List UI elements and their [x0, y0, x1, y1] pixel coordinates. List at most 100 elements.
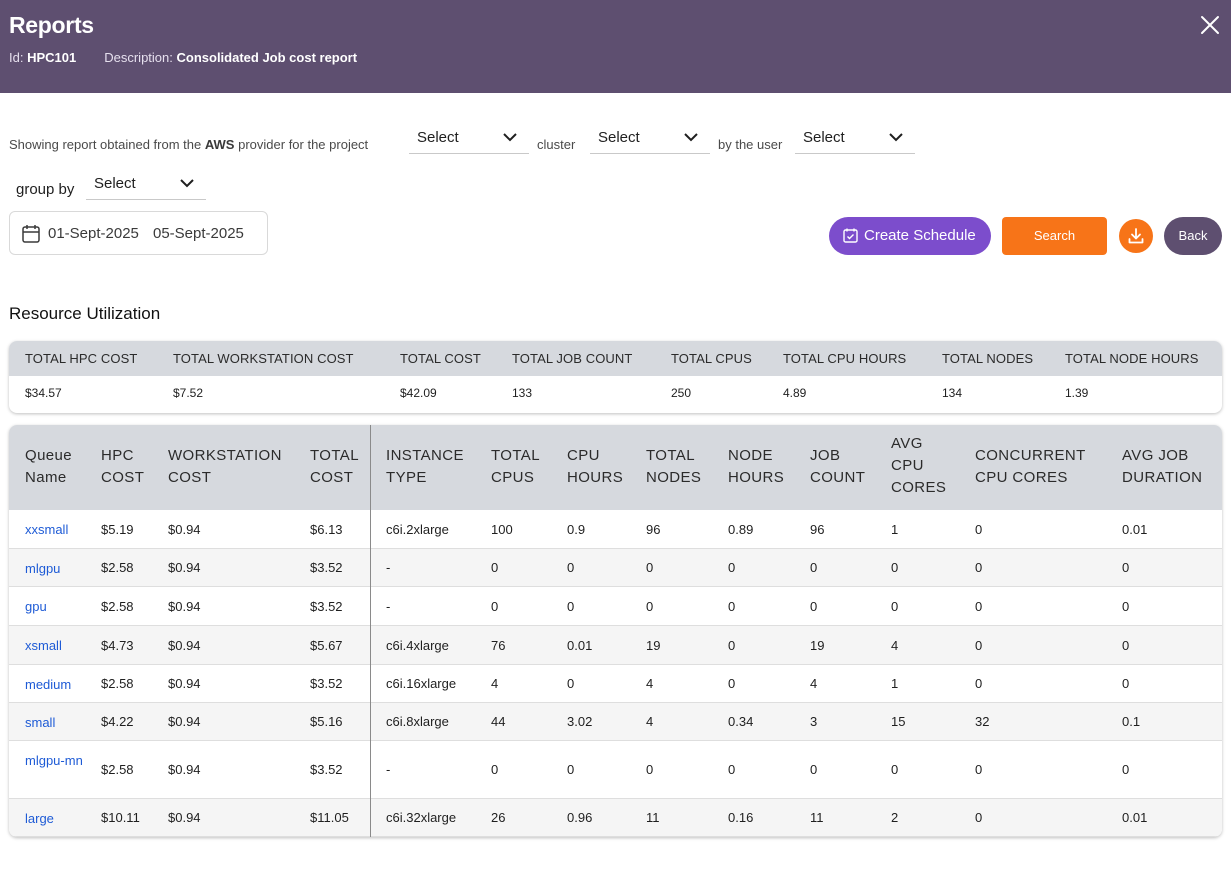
queue-name-link[interactable]: mlgpu-mn — [25, 753, 83, 768]
table-cell: $4.73 — [101, 638, 134, 653]
table-cell: 15 — [891, 714, 906, 729]
filter-sentence: Showing report obtained from the AWS pro… — [9, 124, 1224, 154]
table-cell: 0.01 — [1122, 810, 1148, 825]
provider-name: AWS — [204, 137, 235, 152]
table-cell: $5.19 — [101, 522, 134, 537]
search-button[interactable]: Search — [1002, 217, 1107, 255]
download-button[interactable] — [1119, 219, 1153, 253]
table-cell: - — [386, 762, 391, 777]
table-cell: 0 — [1122, 560, 1130, 575]
queue-name-link[interactable]: xxsmall — [25, 522, 69, 537]
summary-value: 134 — [942, 386, 963, 400]
table-cell: c6i.4xlarge — [386, 638, 449, 653]
queue-name-link[interactable]: xsmall — [25, 638, 62, 653]
cluster-label: cluster — [537, 137, 576, 152]
table-cell: $0.94 — [168, 638, 201, 653]
back-button[interactable]: Back — [1164, 217, 1222, 255]
table-cell: 19 — [646, 638, 661, 653]
table-cell: $0.94 — [168, 676, 201, 691]
calendar-check-icon — [843, 228, 858, 243]
table-cell: 3 — [810, 714, 818, 729]
queue-name-link[interactable]: mlgpu — [25, 561, 61, 576]
column-header: HPC COST — [101, 447, 145, 486]
table-cell: 0 — [491, 762, 499, 777]
description-label: Description: — [104, 50, 173, 65]
summary-card: TOTAL HPC COST TOTAL WORKSTATION COST TO… — [9, 341, 1222, 413]
column-divider — [370, 425, 371, 837]
group-by-select[interactable]: Select — [86, 170, 206, 200]
cluster-select[interactable]: Select — [590, 124, 710, 154]
column-header: CONCURRENT CPU CORES — [975, 447, 1086, 486]
summary-header-cell: TOTAL CPUS — [671, 351, 752, 366]
table-cell: 0 — [646, 599, 654, 614]
chevron-down-icon — [889, 133, 903, 142]
group-by-row: group by Select — [9, 170, 309, 200]
table-cell: $2.58 — [101, 762, 134, 777]
table-cell: 0.01 — [567, 638, 593, 653]
table-cell: c6i.2xlarge — [386, 522, 449, 537]
table-cell: $2.58 — [101, 560, 134, 575]
table-cell: $2.58 — [101, 599, 134, 614]
table-cell: $3.52 — [310, 560, 343, 575]
close-icon[interactable] — [1199, 14, 1221, 36]
column-header: CPU HOURS — [567, 447, 624, 486]
table-cell: 0 — [1122, 638, 1130, 653]
table-cell: 0 — [975, 762, 983, 777]
queue-name-link[interactable]: small — [25, 715, 56, 730]
table-cell: 0 — [975, 810, 983, 825]
table-cell: 0 — [810, 560, 818, 575]
date-range-picker[interactable]: 01-Sept-2025 05-Sept-2025 — [9, 211, 268, 255]
queue-table: Queue Name HPC COST WORKSTATION COST TOTAL COST… — [9, 425, 1222, 837]
table-cell: 0 — [567, 560, 575, 575]
table-cell: 4 — [646, 714, 654, 729]
summary-value: $34.57 — [25, 386, 62, 400]
summary-header-cell: TOTAL COST — [400, 351, 481, 366]
table-cell: $0.94 — [168, 560, 201, 575]
table-cell: $10.11 — [101, 810, 140, 825]
summary-header-cell: TOTAL WORKSTATION COST — [173, 351, 354, 366]
table-cell: 0 — [1122, 676, 1130, 691]
chevron-down-icon — [503, 133, 517, 142]
user-select[interactable]: Select — [795, 124, 915, 154]
table-cell: $0.94 — [168, 522, 201, 537]
table-cell: 0 — [646, 762, 654, 777]
queue-name-link[interactable]: gpu — [25, 599, 47, 614]
table-cell: 96 — [646, 522, 661, 537]
report-meta: Id: HPC101 Description: Consolidated Job … — [9, 50, 357, 65]
table-cell: 0 — [975, 676, 983, 691]
table-cell: 0 — [728, 762, 736, 777]
table-cell: 0 — [810, 599, 818, 614]
table-cell: 0 — [728, 638, 736, 653]
section-title: Resource Utilization — [9, 304, 161, 323]
table-cell: 96 — [810, 522, 825, 537]
id-label: Id: — [9, 50, 24, 65]
table-cell: $0.94 — [168, 599, 201, 614]
table-row: xxsmall $5.19 $0.94 $6.13 c6i.2xlarge 100 0.9 9… — [9, 510, 1222, 549]
table-cell: 0 — [1122, 599, 1130, 614]
download-icon — [1128, 228, 1144, 244]
table-cell: 0 — [567, 599, 575, 614]
table-cell: 4 — [891, 638, 899, 653]
table-cell: 0.1 — [1122, 714, 1141, 729]
table-cell: $5.67 — [310, 638, 343, 653]
create-schedule-button[interactable]: Create Schedule — [829, 217, 991, 255]
table-cell: - — [386, 560, 391, 575]
chevron-down-icon — [180, 179, 194, 188]
queue-name-link[interactable]: medium — [25, 677, 72, 692]
queue-name-link[interactable]: large — [25, 811, 54, 826]
report-header: Reports Id: HPC101 Description: Consolida… — [0, 0, 1231, 93]
table-cell: 0 — [975, 560, 983, 575]
table-cell: 32 — [975, 714, 990, 729]
table-cell: 0 — [491, 560, 499, 575]
project-select[interactable]: Select — [409, 124, 529, 154]
table-cell: 3.02 — [567, 714, 593, 729]
table-cell: 4 — [810, 676, 818, 691]
create-schedule-label: Create Schedule — [864, 227, 976, 244]
summary-value: $7.52 — [173, 386, 204, 400]
summary-header-cell: TOTAL JOB COUNT — [512, 351, 633, 366]
column-header: TOTAL COST — [310, 447, 359, 486]
table-header: Queue Name HPC COST WORKSTATION COST TOTAL COST… — [9, 425, 1222, 510]
table-cell: 0 — [1122, 762, 1130, 777]
page-title: Reports — [9, 12, 94, 38]
end-date: 05-Sept-2025 — [153, 225, 244, 242]
